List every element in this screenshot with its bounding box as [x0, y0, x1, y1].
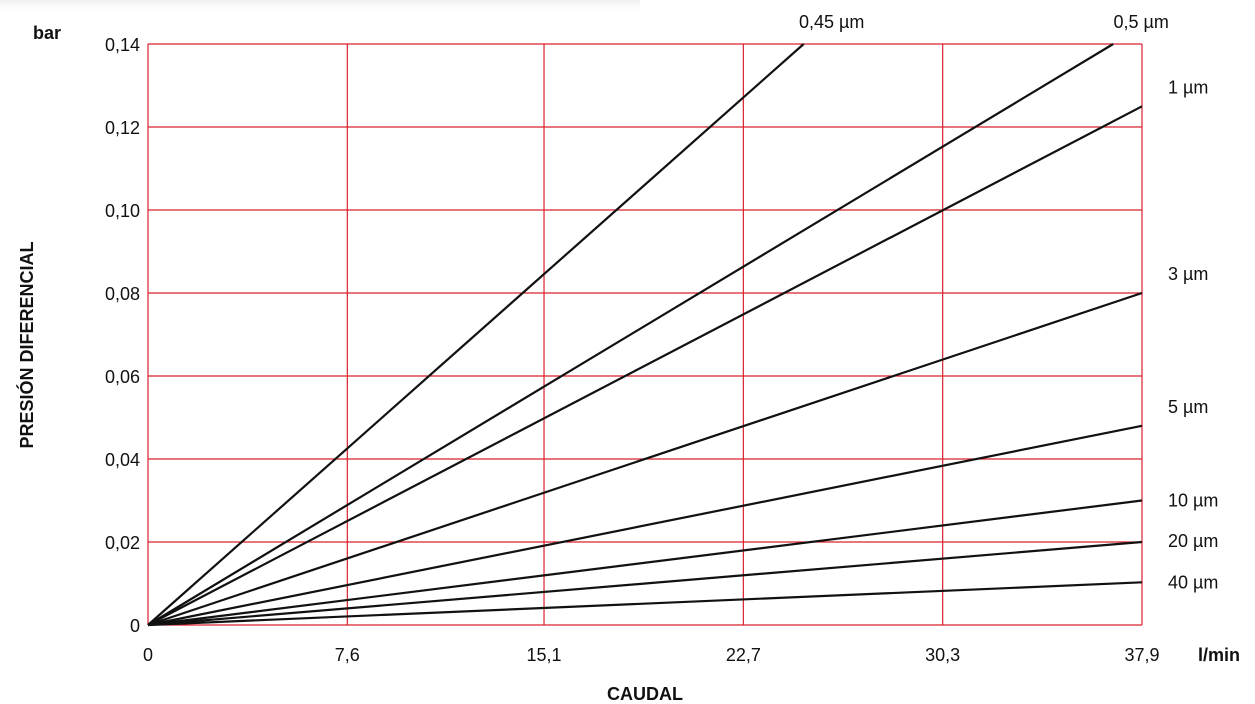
series-line — [147, 424, 1143, 627]
series-line — [147, 291, 1143, 627]
series-line — [147, 43, 1114, 626]
y-tick-label: 0,02 — [105, 533, 140, 553]
series-label: 0,5 µm — [1113, 12, 1168, 32]
series-line — [147, 43, 805, 626]
series-label: 5 µm — [1168, 397, 1208, 417]
x-tick-label: 22,7 — [726, 645, 761, 665]
series-label: 0,45 µm — [799, 12, 864, 32]
x-tick-label: 7,6 — [335, 645, 360, 665]
y-tick-labels: 0 0,02 0,04 0,06 0,08 0,10 0,12 0,14 — [105, 35, 140, 636]
series-label: 3 µm — [1168, 264, 1208, 284]
y-tick-label: 0 — [130, 616, 140, 636]
series-label: 10 µm — [1168, 491, 1218, 511]
series-line — [147, 540, 1143, 627]
x-tick-label: 15,1 — [527, 645, 562, 665]
series-label: 20 µm — [1168, 531, 1218, 551]
y-unit-label: bar — [33, 23, 61, 43]
series-line — [147, 581, 1143, 627]
x-tick-label: 30,3 — [925, 645, 960, 665]
x-unit-label: l/min — [1198, 645, 1240, 665]
y-axis-title: PRESIÓN DIFERENCIAL — [16, 241, 37, 448]
series-labels: 0,45 µm 0,5 µm 1 µm 3 µm 5 µm 10 µm 20 µm 40 µm — [799, 12, 1218, 592]
series-label: 1 µm — [1168, 77, 1208, 97]
x-tick-labels: 0 7,6 15,1 22,7 30,3 37,9 — [143, 645, 1160, 665]
top-shadow — [0, 0, 640, 10]
x-tick-label: 0 — [143, 645, 153, 665]
y-tick-label: 0,08 — [105, 284, 140, 304]
series-label: 40 µm — [1168, 572, 1218, 592]
y-tick-label: 0,14 — [105, 35, 140, 55]
grid — [147, 43, 1143, 626]
y-tick-label: 0,04 — [105, 450, 140, 470]
y-tick-label: 0,06 — [105, 367, 140, 387]
y-tick-label: 0,12 — [105, 118, 140, 138]
series-lines — [147, 43, 1143, 627]
y-tick-label: 0,10 — [105, 201, 140, 221]
series-line — [147, 499, 1143, 627]
x-axis-title: CAUDAL — [607, 684, 683, 704]
series-line — [147, 105, 1143, 626]
x-tick-label: 37,9 — [1124, 645, 1159, 665]
